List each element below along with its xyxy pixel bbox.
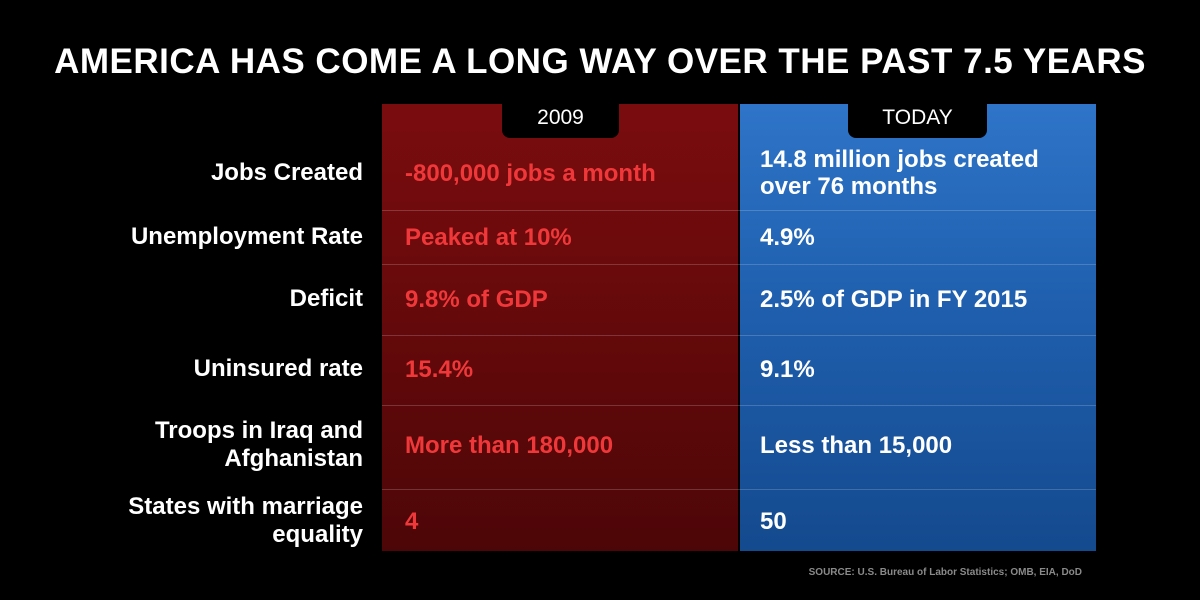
row-label-troops: Troops in Iraq and Afghanistan: [154, 417, 363, 472]
page-title: AMERICA HAS COME A LONG WAY OVER THE PAS…: [54, 42, 1146, 81]
row-label-jobs-created: Jobs Created: [210, 159, 363, 186]
column-header-today: TODAY: [848, 98, 987, 138]
row-divider: [382, 264, 1096, 265]
cell-2009-marriage-equality: 4: [405, 507, 419, 535]
cell-2009-unemployment-rate: Peaked at 10%: [405, 223, 572, 251]
row-label-uninsured-rate: Uninsured rate: [193, 355, 363, 382]
row-divider: [382, 489, 1096, 490]
cell-today-deficit: 2.5% of GDP in FY 2015: [760, 285, 1028, 313]
row-label-unemployment-rate: Unemployment Rate: [130, 223, 363, 250]
row-divider: [382, 405, 1096, 406]
column-header-2009: 2009: [502, 98, 619, 138]
cell-today-jobs-created: 14.8 million jobs created over 76 months: [760, 146, 1039, 200]
cell-2009-troops: More than 180,000: [405, 431, 614, 459]
cell-today-uninsured-rate: 9.1%: [760, 355, 815, 383]
row-divider: [382, 335, 1096, 336]
row-label-marriage-equality: States with marriage equality: [128, 493, 363, 548]
cell-2009-uninsured-rate: 15.4%: [405, 355, 474, 383]
column-2009-background: [382, 104, 738, 551]
cell-2009-deficit: 9.8% of GDP: [405, 285, 548, 313]
cell-today-unemployment-rate: 4.9%: [760, 223, 815, 251]
cell-today-marriage-equality: 50: [760, 507, 787, 535]
row-divider: [382, 210, 1096, 211]
source-note: SOURCE: U.S. Bureau of Labor Statistics;…: [808, 567, 1082, 578]
cell-today-troops: Less than 15,000: [760, 431, 953, 459]
column-today-background: [740, 104, 1096, 551]
cell-2009-jobs-created: -800,000 jobs a month: [405, 159, 656, 187]
row-label-deficit: Deficit: [289, 285, 363, 312]
